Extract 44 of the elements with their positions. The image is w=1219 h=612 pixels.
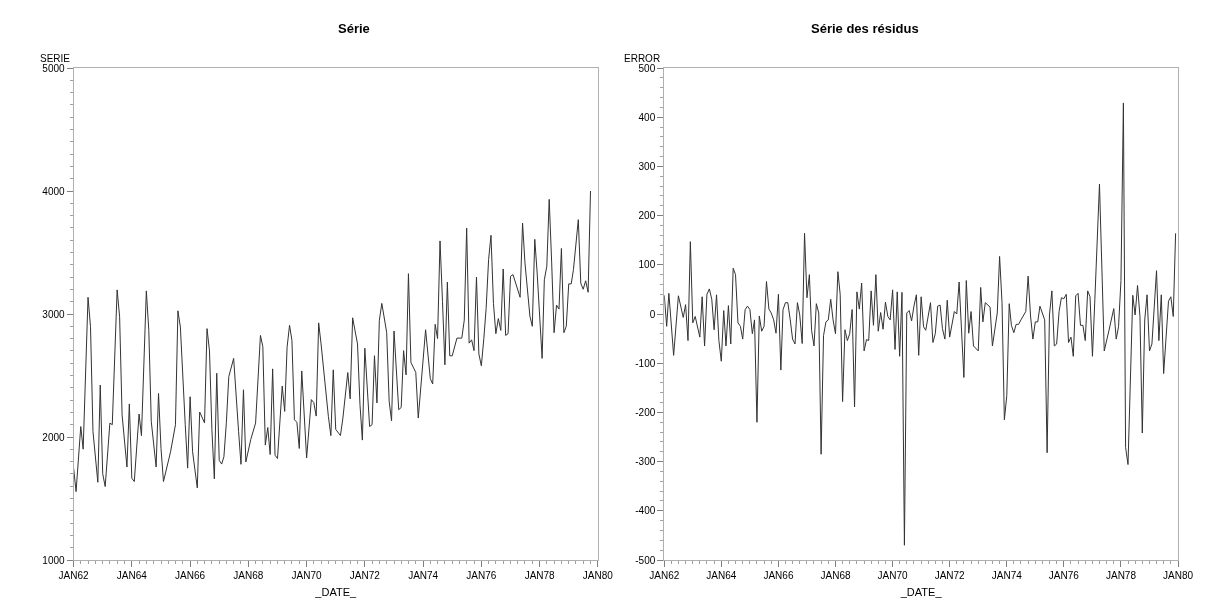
- line-series: [664, 102, 1177, 546]
- y-tick-label: 100: [638, 259, 656, 271]
- y-tick-label: 4000: [42, 185, 66, 197]
- x-tick-label: JAN68: [233, 570, 264, 581]
- x-tick-label: JAN76: [1048, 570, 1080, 581]
- x-axis-title: _DATE_: [899, 586, 943, 599]
- x-tick-label: JAN70: [877, 570, 909, 581]
- y-tick-label: -400: [635, 505, 656, 517]
- x-tick-label: JAN80: [582, 570, 614, 581]
- x-tick-label: JAN68: [820, 570, 851, 581]
- chart-title: Série des résidus: [811, 21, 919, 36]
- x-tick-label: JAN76: [466, 570, 497, 581]
- line-series: [73, 190, 592, 493]
- y-tick-label: 5000: [42, 62, 66, 74]
- y-tick-label: 3000: [42, 308, 66, 320]
- x-tick-label: JAN66: [763, 570, 794, 581]
- y-tick-label: 0: [649, 308, 656, 320]
- y-tick-label: -500: [635, 554, 656, 566]
- y-tick-label: -100: [635, 357, 656, 369]
- x-tick-label: JAN62: [58, 570, 90, 581]
- x-tick-label: JAN74: [408, 570, 439, 581]
- x-tick-label: JAN72: [349, 570, 381, 581]
- x-tick-label: JAN64: [706, 570, 737, 581]
- y-tick-label: 400: [638, 111, 656, 123]
- y-axis-title: ERROR: [624, 53, 661, 64]
- chart-title: Série: [338, 21, 370, 36]
- y-tick-label: 1000: [42, 554, 66, 566]
- x-tick-label: JAN80: [1163, 570, 1194, 581]
- y-axis-title: SERIE: [40, 53, 71, 64]
- y-tick-label: 500: [638, 62, 656, 74]
- y-tick-label: 200: [638, 210, 656, 222]
- x-tick-label: JAN74: [991, 570, 1023, 581]
- x-tick-label: JAN78: [524, 570, 556, 581]
- x-tick-label: JAN62: [649, 570, 680, 581]
- y-tick-label: -200: [635, 406, 656, 418]
- y-tick-label: -300: [635, 456, 656, 468]
- x-tick-label: JAN78: [1105, 570, 1137, 581]
- y-tick-label: 300: [638, 160, 656, 172]
- x-tick-label: JAN70: [291, 570, 323, 581]
- x-axis-title: _DATE_: [314, 586, 357, 599]
- x-tick-label: JAN72: [934, 570, 966, 581]
- y-tick-label: 2000: [42, 431, 66, 443]
- x-tick-label: JAN66: [175, 570, 206, 581]
- x-tick-label: JAN64: [116, 570, 148, 581]
